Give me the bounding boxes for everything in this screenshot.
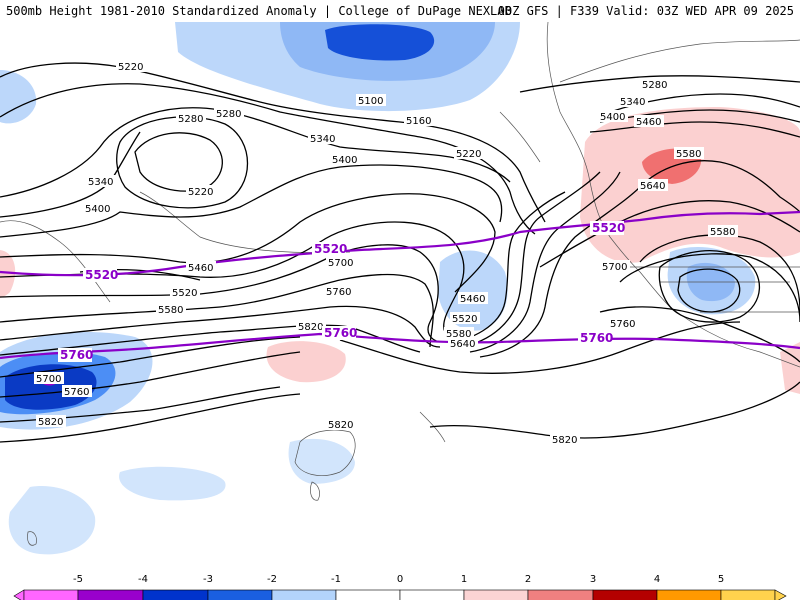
- contour-labels-ne: 5280 5340 5400 5460: [598, 78, 670, 128]
- contour-label: 5400: [85, 204, 110, 215]
- contour-label: 5520: [452, 314, 477, 325]
- contour-label: 5220: [456, 149, 481, 160]
- contour-label: 5580: [676, 149, 701, 160]
- contour-label: 5400: [332, 155, 357, 166]
- reference-label: 5760: [580, 331, 613, 345]
- negative-anomaly-nw: [0, 70, 37, 124]
- anomaly-shading: [0, 22, 800, 555]
- contour-label-ne: 5460: [636, 117, 661, 128]
- map-title: 500mb Height 1981-2010 Standardized Anom…: [6, 4, 512, 18]
- 5760-line: [0, 332, 800, 360]
- reference-label: 5520: [314, 242, 347, 256]
- contour-label: 5700: [36, 374, 61, 385]
- contour-label: 5280: [216, 109, 241, 120]
- contour-label: 5280: [178, 114, 203, 125]
- contour-label: 5580: [158, 305, 183, 316]
- contour-label: 5820: [552, 435, 577, 446]
- legend-tick: 0: [397, 574, 403, 585]
- contour-label: 5160: [406, 116, 431, 127]
- contour-label: 5580: [710, 227, 735, 238]
- contour-label: 5760: [64, 387, 89, 398]
- legend-tick: 5: [718, 574, 724, 585]
- contour-labels: 5220 5280 5220 5100 5160 5220 5280 5340 …: [34, 60, 738, 446]
- 5520-line: [0, 210, 800, 277]
- height-contours: [0, 62, 800, 443]
- positive-anomaly-se: [780, 342, 800, 394]
- contour-label: 5460: [188, 263, 213, 274]
- negative-anomaly-north-min: [325, 24, 435, 61]
- legend-tick: -4: [138, 574, 148, 585]
- reference-label: 5760: [60, 348, 93, 362]
- contour-label: 5760: [326, 287, 351, 298]
- contour-label-ne: 5340: [620, 97, 645, 108]
- legend-tick: -3: [203, 574, 213, 585]
- contour-label: 5820: [38, 417, 63, 428]
- contour-label: 5340: [310, 134, 335, 145]
- legend-tick: 2: [525, 574, 531, 585]
- negative-anomaly-islands-2: [288, 438, 355, 484]
- contour-label: 5640: [640, 181, 665, 192]
- contour-label: 5520: [172, 288, 197, 299]
- legend-tick: -5: [73, 574, 83, 585]
- negative-anomaly-sw-core: [5, 364, 97, 410]
- legend-tick: 4: [654, 574, 660, 585]
- contour-label: 5220: [118, 62, 143, 73]
- legend-tick: -2: [267, 574, 277, 585]
- run-info: 00Z GFS | F339 Valid: 03Z WED APR 09 202…: [497, 4, 794, 18]
- legend-tick: 1: [461, 574, 467, 585]
- reference-lines: [0, 210, 800, 360]
- contour-label: 5460: [460, 294, 485, 305]
- contour-label-ne: 5280: [642, 80, 667, 91]
- map-panel: 5220 5280 5220 5100 5160 5220 5280 5340 …: [0, 22, 800, 555]
- contour-label: 5220: [188, 187, 213, 198]
- contour-label: 5700: [328, 258, 353, 269]
- contour-label: 5640: [450, 339, 475, 350]
- contour-label: 5100: [358, 96, 383, 107]
- legend-tick: -1: [331, 574, 341, 585]
- reference-label: 5520: [592, 221, 625, 235]
- contour-label: 5340: [88, 177, 113, 188]
- reference-label: 5520: [85, 268, 118, 282]
- contour-label-ne: 5400: [600, 112, 625, 123]
- negative-anomaly-islands: [8, 486, 96, 555]
- legend-bar: [13, 589, 787, 600]
- contour-label: 5700: [602, 262, 627, 273]
- reference-label: 5760: [324, 326, 357, 340]
- negative-anomaly-mid: [438, 250, 508, 331]
- contour-label: 5820: [298, 322, 323, 333]
- legend-tick: 3: [590, 574, 596, 585]
- contour-label: 5760: [610, 319, 635, 330]
- negative-anomaly-sub: [119, 466, 226, 501]
- positive-anomaly-west: [0, 250, 16, 298]
- contour-label: 5820: [328, 420, 353, 431]
- header: 500mb Height 1981-2010 Standardized Anom…: [0, 0, 800, 22]
- reference-labels: 5520 5520 5520 5760 5760 5760: [58, 221, 625, 362]
- positive-anomaly-mid: [266, 341, 346, 383]
- positive-anomaly-ne: [580, 107, 800, 263]
- anomaly-color-legend: -5 -4 -3 -2 -1 0 1 2 3 4 5: [13, 574, 787, 600]
- contour-label: 5580: [446, 329, 471, 340]
